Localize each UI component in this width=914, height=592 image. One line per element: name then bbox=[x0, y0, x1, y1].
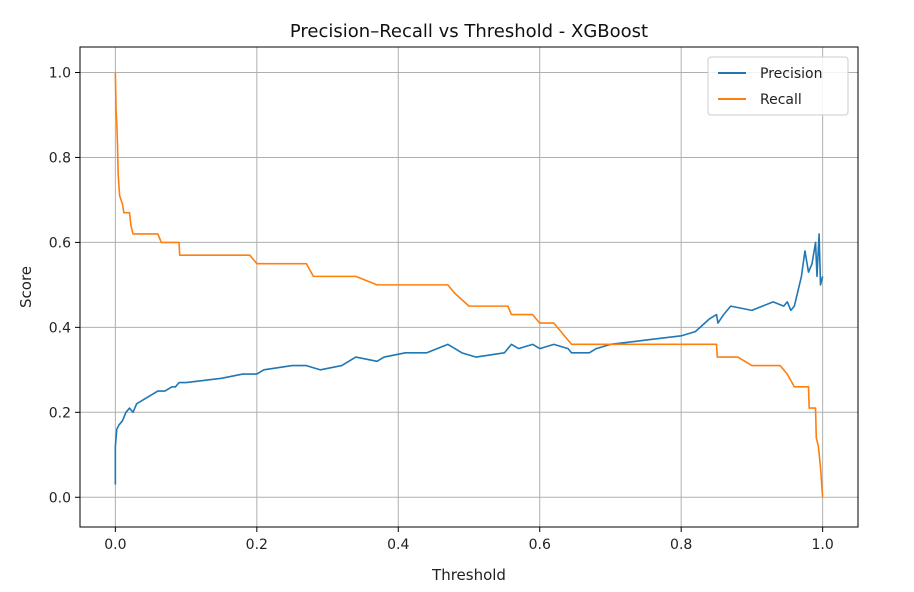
x-tick-label: 1.0 bbox=[812, 537, 834, 553]
legend-label-precision: Precision bbox=[760, 66, 822, 82]
legend-box bbox=[707, 56, 849, 116]
x-tick-label: 0.6 bbox=[529, 537, 551, 553]
y-axis-ticks: 0.0 0.2 0.4 0.6 0.8 1.0 bbox=[49, 65, 80, 506]
y-tick-label: 0.2 bbox=[49, 405, 71, 421]
legend: Precision Recall bbox=[707, 56, 849, 116]
legend-label-recall: Recall bbox=[760, 92, 802, 108]
grid bbox=[80, 47, 858, 527]
x-tick-label: 0.8 bbox=[670, 537, 692, 553]
x-axis-ticks: 0.0 0.2 0.4 0.6 0.8 1.0 bbox=[104, 527, 834, 553]
y-tick-label: 1.0 bbox=[49, 65, 71, 81]
chart-title: Precision–Recall vs Threshold - XGBoost bbox=[290, 21, 648, 42]
series-line-precision bbox=[114, 233, 824, 485]
x-tick-label: 0.0 bbox=[104, 537, 126, 553]
x-tick-label: 0.4 bbox=[387, 537, 409, 553]
series-line-recall bbox=[114, 72, 824, 498]
x-tick-label: 0.2 bbox=[246, 537, 268, 553]
y-tick-label: 0.0 bbox=[49, 490, 71, 506]
plot-frame bbox=[79, 46, 859, 528]
y-tick-label: 0.6 bbox=[49, 235, 71, 251]
y-tick-label: 0.4 bbox=[49, 320, 71, 336]
y-tick-label: 0.8 bbox=[49, 150, 71, 166]
x-axis-label: Threshold bbox=[431, 566, 506, 584]
y-axis-label: Score bbox=[17, 266, 35, 308]
series-group bbox=[114, 72, 824, 498]
